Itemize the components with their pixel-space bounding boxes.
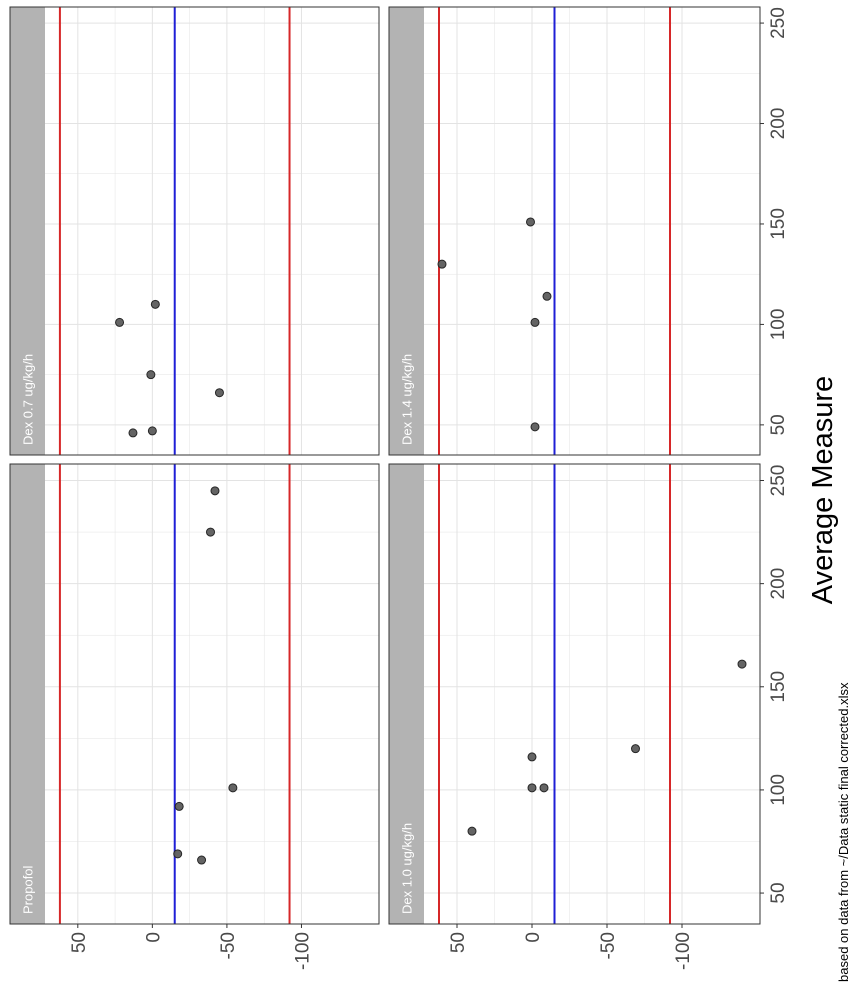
- data-point: [631, 744, 640, 754]
- caption: based on data from ~/Data static final c…: [836, 682, 851, 982]
- panel-border: [9, 6, 380, 456]
- facet-panel: Dex 1.0 ug/kg/h: [388, 463, 761, 925]
- facet-panel: Propofol: [9, 463, 380, 925]
- x-tick-label: 100: [768, 309, 789, 341]
- facet-strip-label: Dex 0.7 ug/kg/h: [21, 354, 36, 445]
- data-point: [214, 388, 224, 398]
- y-tick-label: 0: [523, 932, 544, 943]
- data-point: [115, 317, 125, 327]
- data-point: [174, 801, 184, 811]
- data-point: [147, 426, 157, 436]
- data-point: [146, 370, 156, 380]
- data-point: [530, 422, 540, 432]
- facet-strip: [10, 7, 45, 455]
- grid: [45, 464, 379, 924]
- y-tick-label: 0: [143, 932, 164, 943]
- y-tick-label: -50: [598, 932, 619, 959]
- x-tick-label: 100: [768, 774, 789, 806]
- grid: [45, 7, 379, 455]
- facet-panel: Dex 1.4 ug/kg/h: [388, 6, 761, 456]
- data-point: [206, 527, 216, 537]
- y-tick-label: 50: [448, 932, 469, 953]
- y-tick-label: -100: [673, 932, 694, 970]
- data-point: [527, 783, 537, 793]
- facet-strip: [389, 7, 424, 455]
- panel-border: [388, 463, 761, 925]
- y-axis-ticks: 50 0 -50 -100 50 0 -50 -100: [69, 924, 694, 970]
- facet-strip-label: Dex 1.0 ug/kg/h: [400, 823, 415, 914]
- data-point: [128, 428, 138, 438]
- grid: [424, 464, 760, 924]
- panel-border: [388, 6, 761, 456]
- data-point: [210, 486, 220, 496]
- panel-border: [9, 463, 380, 925]
- x-tick-label: 200: [768, 568, 789, 600]
- facet-panel: Dex 0.7 ug/kg/h: [9, 6, 380, 456]
- y-tick-label: 50: [69, 932, 90, 953]
- y-tick-label: -50: [218, 932, 239, 959]
- data-point: [539, 783, 549, 793]
- y-tick-label: -100: [292, 932, 313, 970]
- x-axis-ticks: 50 100 150 200 250 50 100 150 200 250: [760, 7, 789, 904]
- facet-strip-label: Propofol: [21, 865, 36, 914]
- data-point: [527, 752, 537, 762]
- data-point: [737, 659, 747, 669]
- x-tick-label: 200: [768, 108, 789, 140]
- x-tick-label: 50: [768, 414, 789, 435]
- facet-strip: [10, 464, 45, 924]
- facet-panels: Propofol Dex 0.7 ug/kg/h Dex 1.0 ug/kg/h De…: [9, 6, 761, 925]
- facet-strip: [389, 464, 424, 924]
- x-tick-label: 250: [768, 7, 789, 39]
- data-point: [467, 826, 477, 836]
- data-point: [542, 291, 552, 301]
- grid: [424, 7, 760, 455]
- data-point: [228, 783, 238, 793]
- data-point: [197, 855, 207, 865]
- data-point: [437, 259, 447, 269]
- data-point: [150, 299, 160, 309]
- x-axis-label: Average Measure: [807, 376, 839, 604]
- data-point: [526, 217, 535, 227]
- x-tick-label: 50: [768, 882, 789, 903]
- facet-strip-label: Dex 1.4 ug/kg/h: [400, 354, 415, 445]
- x-tick-label: 150: [768, 671, 789, 703]
- data-point: [173, 849, 183, 859]
- x-tick-label: 250: [768, 465, 789, 497]
- data-point: [530, 317, 540, 327]
- x-tick-label: 150: [768, 208, 789, 240]
